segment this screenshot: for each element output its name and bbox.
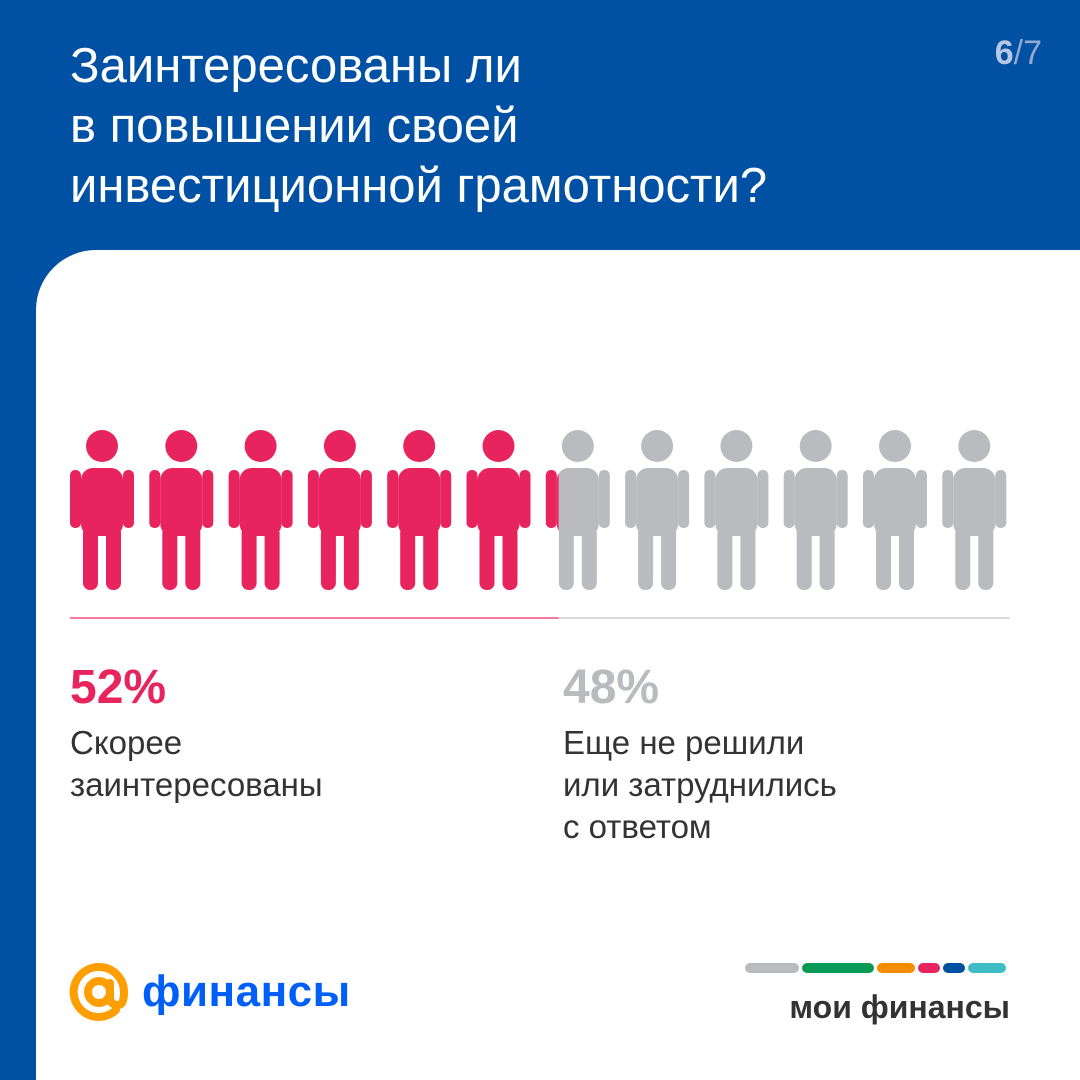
logo-stripes — [745, 963, 1010, 973]
page-total: /7 — [1013, 34, 1042, 72]
at-sign-icon — [69, 962, 129, 1021]
my-finance-logo-text: мои финансы — [789, 989, 1010, 1025]
finance-logo: финансы — [68, 962, 351, 1022]
percent-undecided: 48% — [563, 661, 660, 714]
logo-stripe — [802, 963, 874, 973]
header: Заинтересованы ли в повышении своей инве… — [0, 0, 1080, 250]
label-line: заинтересованы — [70, 766, 323, 803]
logo-stripe — [745, 963, 799, 973]
page-indicator: 6/7 — [995, 34, 1042, 73]
logo-stripe — [918, 963, 940, 973]
percent-interested: 52% — [70, 661, 167, 714]
title-line: Заинтересованы ли — [70, 39, 522, 93]
label-line: Скорее — [70, 724, 183, 761]
title-line: инвестиционной грамотности? — [70, 159, 768, 213]
my-finance-logo: мои финансы — [745, 963, 1010, 1026]
logo-stripe — [968, 963, 1006, 973]
label-line: с ответом — [563, 808, 712, 845]
label-line: Еще не решили — [563, 724, 805, 761]
logo-stripe — [943, 963, 965, 973]
label-undecided: Еще не решили или затруднились с ответом — [563, 722, 837, 848]
label-line: или затруднились — [563, 766, 837, 803]
content-card — [36, 250, 1080, 1080]
page-title: Заинтересованы ли в повышении своей инве… — [70, 36, 970, 216]
logo-stripe — [877, 963, 915, 973]
finance-logo-text: финансы — [142, 967, 351, 1016]
page-current: 6 — [994, 34, 1014, 72]
title-line: в повышении своей — [70, 99, 519, 153]
label-interested: Скорее заинтересованы — [70, 722, 323, 806]
